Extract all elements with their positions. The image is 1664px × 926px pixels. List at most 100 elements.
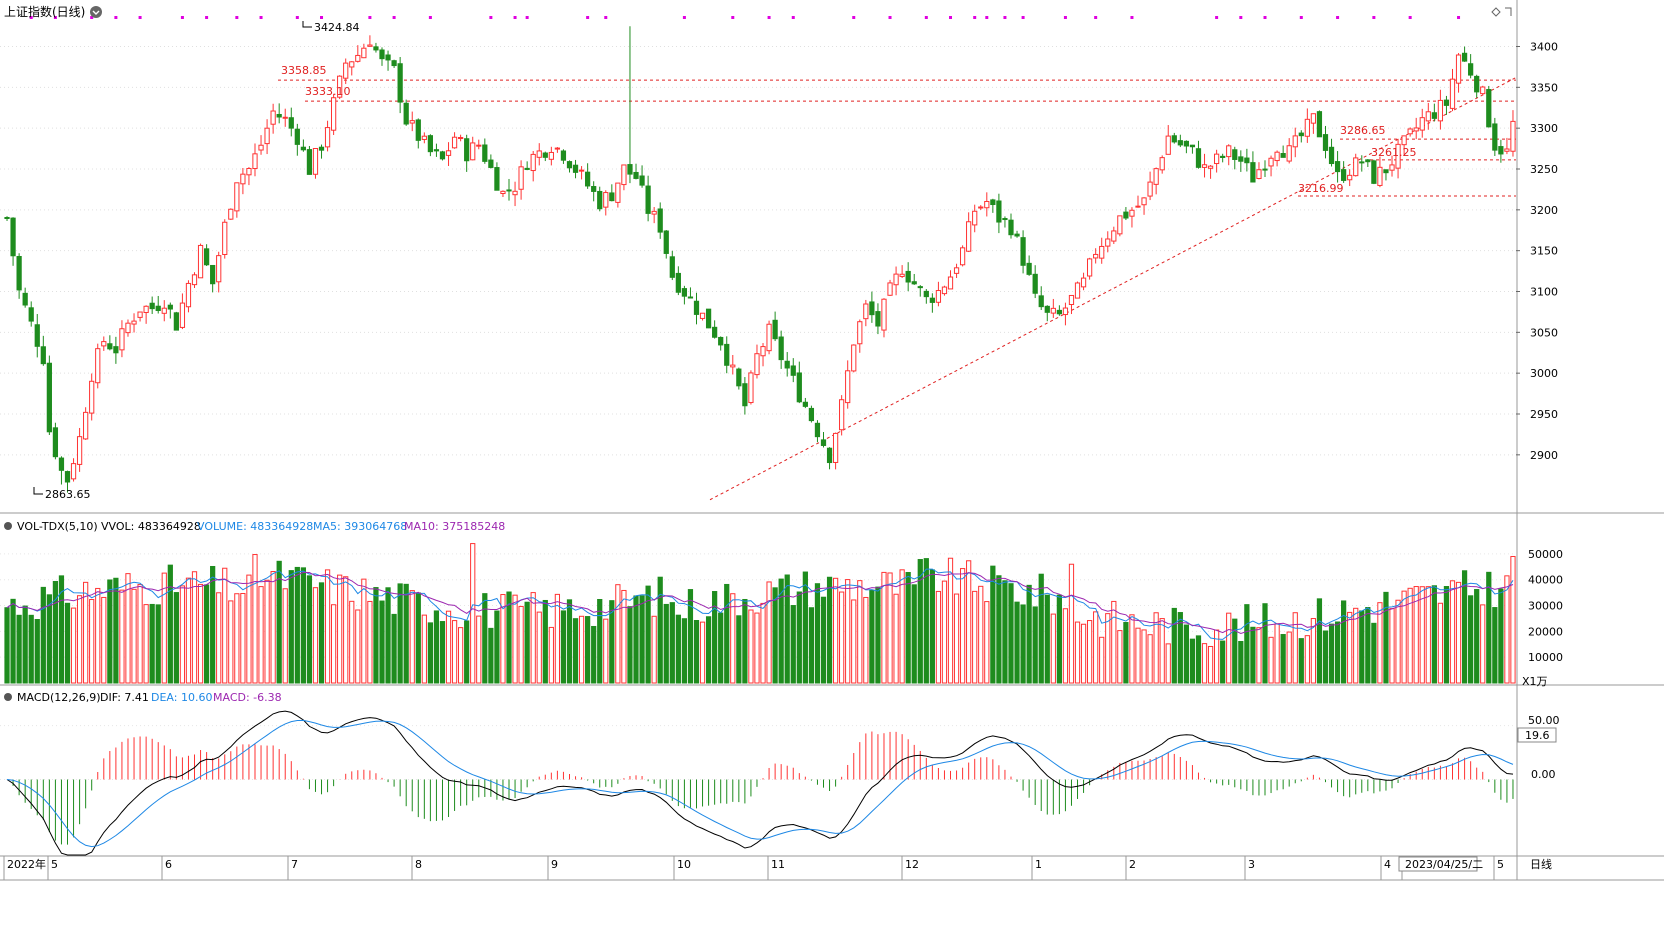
candle-body[interactable] [990,199,996,206]
volume-bar[interactable] [1461,570,1468,684]
volume-bar[interactable] [1117,630,1123,684]
volume-bar[interactable] [1159,618,1165,684]
candle-body[interactable] [748,372,754,404]
candle-body[interactable] [1492,123,1498,151]
candle-body[interactable] [1437,99,1444,122]
volume-bar[interactable] [1455,581,1462,684]
candle-body[interactable] [826,447,833,464]
volume-bar[interactable] [300,567,306,684]
volume-bar[interactable] [143,604,149,684]
volume-bar[interactable] [754,612,760,684]
candle-body[interactable] [530,153,536,172]
volume-bar[interactable] [421,614,427,684]
volume-bar[interactable] [609,600,615,684]
candle-body[interactable] [1474,75,1480,93]
volume-bar[interactable] [1111,600,1117,684]
volume-bar[interactable] [1468,595,1474,684]
volume-bar[interactable] [258,586,264,684]
candle-body[interactable] [972,210,978,226]
volume-bar[interactable] [790,605,796,684]
candle-body[interactable] [252,153,258,170]
candle-body[interactable] [355,54,361,62]
candle-body[interactable] [1413,127,1419,132]
period-label[interactable]: 日线 [1530,857,1552,871]
volume-bar[interactable] [1449,580,1456,684]
candle-body[interactable] [1419,117,1425,131]
candle-body[interactable] [1371,160,1377,184]
candle-body[interactable] [1153,168,1159,185]
candle-body[interactable] [585,171,591,187]
candle-body[interactable] [119,328,125,351]
volume-bar[interactable] [1050,613,1056,684]
volume-bar[interactable] [524,601,530,684]
candle-body[interactable] [1080,277,1087,288]
volume-bar[interactable] [881,571,887,684]
volume-bar[interactable] [439,621,446,684]
volume-bar[interactable] [1480,604,1486,684]
candle-body[interactable] [1334,161,1341,173]
volume-bar[interactable] [83,581,89,684]
volume-bar[interactable] [572,618,579,684]
volume-bar[interactable] [361,578,367,684]
volume-bar[interactable] [16,614,22,684]
candle-body[interactable] [1504,148,1510,152]
candle-body[interactable] [1449,78,1456,109]
candle-body[interactable] [953,267,960,274]
volume-bar[interactable] [1165,643,1171,684]
volume-bar[interactable] [591,625,597,684]
candle-body[interactable] [1292,135,1298,148]
candle-body[interactable] [397,63,403,103]
volume-bar[interactable] [863,596,869,684]
volume-bar[interactable] [585,616,591,684]
volume-bar[interactable] [500,594,506,684]
volume-bar[interactable] [76,595,83,684]
candle-body[interactable] [1377,166,1383,186]
candle-body[interactable] [46,362,52,433]
volume-bar[interactable] [1141,629,1147,684]
candle-body[interactable] [1008,219,1014,236]
candle-body[interactable] [52,427,59,458]
volume-bar[interactable] [1189,638,1196,684]
candle-body[interactable] [935,290,942,303]
candle-body[interactable] [772,319,778,340]
volume-bar[interactable] [1334,621,1341,684]
candle-body[interactable] [125,322,131,334]
candle-body[interactable] [197,244,204,279]
volume-bar[interactable] [941,580,948,684]
candle-body[interactable] [760,346,766,357]
volume-bar[interactable] [820,596,827,684]
volume-bar[interactable] [1304,635,1310,684]
candle-body[interactable] [687,296,694,299]
candle-body[interactable] [101,341,107,347]
candle-body[interactable] [445,150,452,156]
candle-body[interactable] [22,292,28,306]
volume-bar[interactable] [1286,631,1292,684]
candle-body[interactable] [173,312,179,331]
candle-body[interactable] [512,190,518,196]
candle-body[interactable] [663,230,669,254]
candle-body[interactable] [929,297,935,303]
dropdown-icon[interactable] [90,6,102,18]
volume-bar[interactable] [1316,598,1323,684]
volume-bar[interactable] [1080,623,1087,684]
volume-bar[interactable] [651,615,657,684]
candle-body[interactable] [1316,111,1323,138]
candle-body[interactable] [234,182,240,212]
candle-body[interactable] [228,208,234,220]
candle-body[interactable] [95,348,101,384]
candle-body[interactable] [500,190,506,195]
volume-bar[interactable] [1347,611,1353,684]
candle-body[interactable] [1310,113,1317,124]
candle-body[interactable] [645,185,651,214]
candle-body[interactable] [1298,132,1304,137]
volume-bar[interactable] [1123,622,1129,684]
volume-bar[interactable] [1280,634,1286,684]
volume-bar[interactable] [40,586,46,684]
candle-body[interactable] [591,186,597,192]
volume-bar[interactable] [996,575,1002,684]
candle-body[interactable] [712,326,718,338]
volume-bar[interactable] [488,627,494,684]
candle-body[interactable] [736,368,742,387]
volume-bar[interactable] [1443,586,1450,684]
candle-body[interactable] [603,192,609,208]
